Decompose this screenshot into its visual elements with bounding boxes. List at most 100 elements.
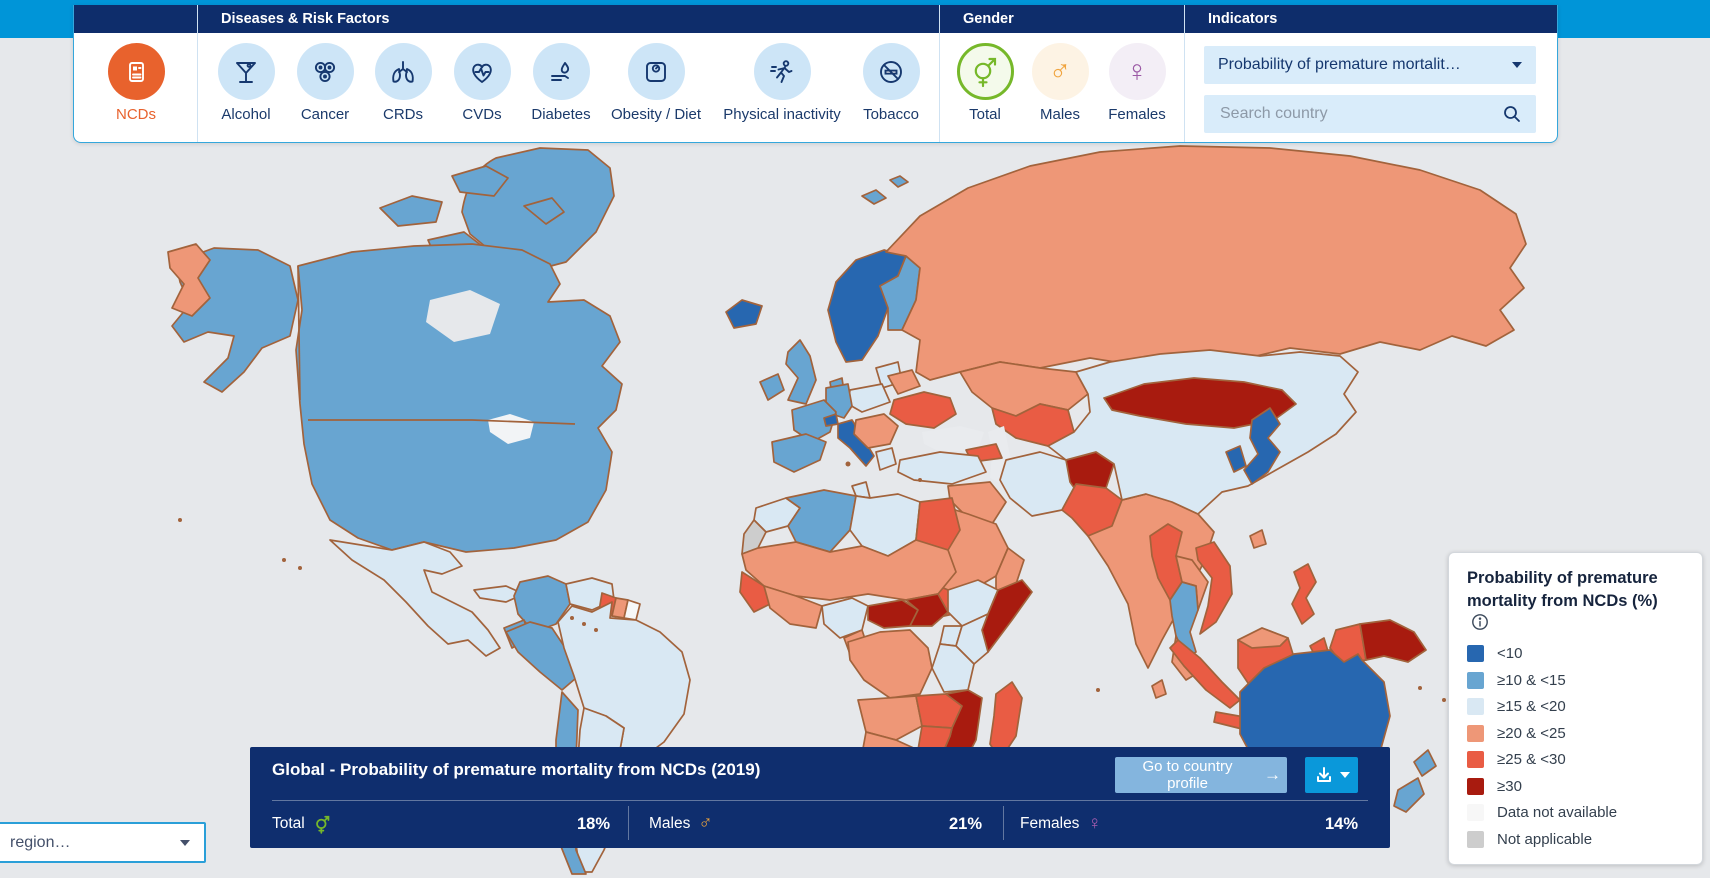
legend-swatch [1467, 804, 1484, 822]
disease-item-cvds[interactable]: CVDs [437, 35, 527, 140]
map-region-south-sudan[interactable] [905, 593, 949, 627]
map-region-brazil[interactable] [557, 601, 691, 761]
legend-swatch [1467, 724, 1484, 742]
info-icon[interactable] [1471, 613, 1489, 631]
map-region-balkans[interactable] [853, 413, 899, 449]
map-region-japan[interactable] [1243, 407, 1281, 485]
map-region-malaysia-borneo[interactable] [1237, 627, 1289, 649]
legend-swatch [1467, 830, 1484, 848]
gender-item-total[interactable]: Total [940, 35, 1030, 140]
map-region-svalbard[interactable] [889, 175, 909, 188]
map-region-drc[interactable] [847, 629, 933, 699]
map-region-new-zealand[interactable] [1413, 749, 1437, 777]
arrow-right-icon: → [1264, 765, 1281, 784]
map-region-vietnam[interactable] [1195, 541, 1233, 635]
map-region-guinea[interactable] [739, 571, 771, 613]
gender-label: Total [969, 106, 1001, 123]
map-region-thailand[interactable] [1169, 581, 1199, 659]
map-region-poland[interactable] [847, 383, 891, 413]
map-region-west-africa[interactable] [763, 585, 823, 629]
legend-item: ≥10 & <15 [1467, 671, 1684, 689]
gender-item-males[interactable]: ♂ Males [1015, 35, 1105, 140]
legend-swatch [1467, 698, 1484, 716]
disease-item-tobacco[interactable]: Tobacco [846, 35, 936, 140]
ncds-button[interactable]: NCDs [91, 35, 181, 140]
disease-item-physical-inactivity[interactable]: Physical inactivity [717, 35, 847, 140]
region-select[interactable]: region… [0, 822, 206, 863]
us-canada-border [308, 419, 576, 425]
go-to-country-profile-button[interactable]: Go to country profile → [1115, 757, 1287, 793]
indicator-dropdown[interactable]: Probability of premature mortalit… [1204, 46, 1536, 84]
map-region-oman[interactable] [995, 547, 1025, 591]
weight-scale-icon [646, 61, 666, 82]
map-region-uk[interactable] [785, 339, 817, 405]
chevron-down-icon [1512, 62, 1522, 68]
diabetes-icon [551, 61, 570, 81]
download-button[interactable] [1305, 757, 1358, 793]
gender-label: Females [1108, 106, 1166, 123]
map-region-korea[interactable] [1225, 445, 1247, 473]
search-input[interactable] [1218, 104, 1502, 124]
map-region-angola[interactable] [857, 695, 923, 741]
map-region-turkey[interactable] [897, 451, 987, 485]
map-region-belarus[interactable] [887, 369, 921, 395]
map-region-chukotka[interactable] [167, 243, 211, 317]
map-region-papua-new-guinea[interactable] [1359, 619, 1427, 663]
map-region-philippines[interactable] [1291, 563, 1317, 625]
disease-item-obesity-diet[interactable]: Obesity / Diet [601, 35, 711, 140]
map-region-greece[interactable] [875, 447, 897, 471]
map-region-france[interactable] [791, 399, 837, 443]
map-region-ukraine[interactable] [889, 391, 957, 429]
map-region-arctic-islands[interactable] [451, 165, 509, 197]
map-region-svalbard[interactable] [861, 189, 887, 205]
hudson-bay [426, 290, 500, 342]
map-region-taiwan[interactable] [1249, 529, 1267, 549]
disease-item-diabetes[interactable]: Diabetes [516, 35, 606, 140]
stat-total: Total 18% [272, 807, 610, 841]
stat-total-value: 18% [576, 814, 610, 833]
disease-label: Alcohol [221, 106, 271, 123]
search-icon [1504, 106, 1520, 122]
disease-item-cancer[interactable]: Cancer [280, 35, 370, 140]
chevron-down-icon [180, 839, 190, 846]
map-region-new-zealand[interactable] [1393, 777, 1425, 813]
map-region-iberia[interactable] [771, 433, 827, 473]
map-region-canada-usa[interactable] [295, 243, 623, 553]
gender-item-females[interactable]: ♀ Females [1092, 35, 1182, 140]
region-select-value: region… [10, 833, 71, 851]
stat-males-value: 21% [948, 814, 982, 833]
map-region-mexico[interactable] [329, 539, 501, 657]
indicator-dropdown-value: Probability of premature mortalit… [1218, 56, 1461, 73]
map-region-sumatra[interactable] [1169, 639, 1241, 709]
map-region-ireland[interactable] [759, 373, 785, 401]
alaska-canada-border [297, 265, 301, 401]
map-region-mongolia[interactable] [1103, 377, 1297, 429]
toolbar-header-diseases: Diseases & Risk Factors [197, 5, 939, 33]
map-legend: Probability of premature mortality from … [1448, 552, 1703, 865]
legend-title: Probability of premature mortality from … [1467, 569, 1658, 611]
legend-swatch [1467, 671, 1484, 689]
divider [628, 806, 629, 840]
map-region-kazakhstan[interactable] [959, 361, 1089, 417]
map-region-alaska[interactable] [171, 247, 299, 393]
map-region-arctic-islands[interactable] [379, 195, 443, 227]
disease-item-crds[interactable]: CRDs [358, 35, 448, 140]
toolbar-header-gender: Gender [939, 5, 1184, 33]
map-region-colombia[interactable] [513, 575, 571, 633]
map-region-russia[interactable] [885, 145, 1527, 381]
map-region-italy[interactable] [837, 419, 875, 467]
map-region-egypt[interactable] [915, 497, 961, 551]
section-divider [197, 5, 198, 142]
map-region-arctic-islands[interactable] [523, 197, 565, 225]
stat-males-label: Males [649, 815, 691, 832]
map-region-sri-lanka[interactable] [1151, 679, 1167, 699]
cancer-cells-icon [314, 61, 336, 82]
ncds-booklet-icon [129, 61, 144, 82]
total-gender-icon [315, 815, 330, 834]
total-gender-icon [974, 57, 997, 87]
disease-label: CVDs [462, 106, 502, 123]
summary-title: Global - Probability of premature mortal… [272, 760, 761, 779]
map-region-iceland[interactable] [725, 299, 763, 329]
disease-item-alcohol[interactable]: Alcohol [201, 35, 291, 140]
country-search-box[interactable] [1204, 95, 1536, 133]
